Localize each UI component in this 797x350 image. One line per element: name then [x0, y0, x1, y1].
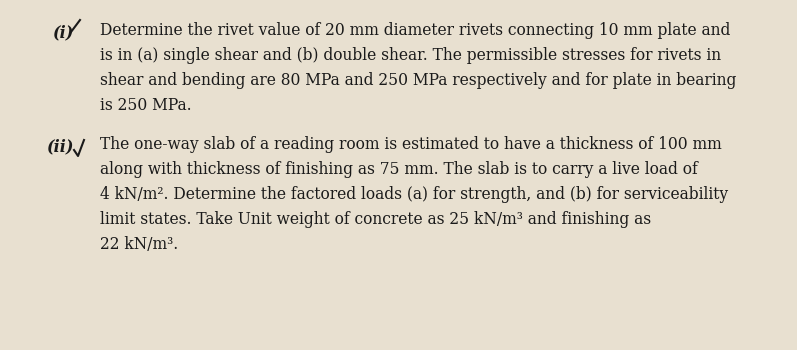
Text: is 250 MPa.: is 250 MPa.	[100, 97, 191, 114]
Text: along with thickness of finishing as 75 mm. The slab is to carry a live load of: along with thickness of finishing as 75 …	[100, 161, 697, 178]
Text: (ii): (ii)	[46, 138, 73, 155]
Text: shear and bending are 80 MPa and 250 MPa respectively and for plate in bearing: shear and bending are 80 MPa and 250 MPa…	[100, 72, 736, 89]
Text: limit states. Take Unit weight of concrete as 25 kN/m³ and finishing as: limit states. Take Unit weight of concre…	[100, 211, 651, 228]
Text: (i): (i)	[52, 24, 73, 41]
Text: is in (a) single shear and (b) double shear. The permissible stresses for rivets: is in (a) single shear and (b) double sh…	[100, 47, 721, 64]
Text: 4 kN/m². Determine the factored loads (a) for strength, and (b) for serviceabili: 4 kN/m². Determine the factored loads (a…	[100, 186, 728, 203]
Text: Determine the rivet value of 20 mm diameter rivets connecting 10 mm plate and: Determine the rivet value of 20 mm diame…	[100, 22, 730, 39]
Text: 22 kN/m³.: 22 kN/m³.	[100, 236, 179, 253]
Text: The one-way slab of a reading room is estimated to have a thickness of 100 mm: The one-way slab of a reading room is es…	[100, 136, 722, 153]
